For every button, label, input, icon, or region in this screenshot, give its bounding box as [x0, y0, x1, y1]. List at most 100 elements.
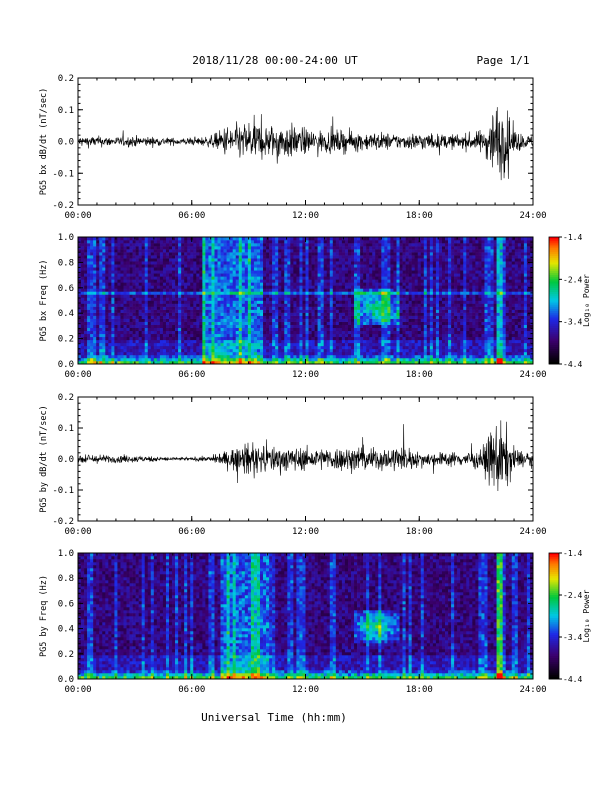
- spectrogram-cell: [375, 294, 379, 298]
- spectrogram-cell: [423, 303, 428, 307]
- spectrogram-cell: [193, 321, 197, 325]
- spectrogram-cell: [223, 285, 227, 289]
- spectrogram-cell: [366, 261, 370, 265]
- spectrogram-cell: [102, 303, 106, 307]
- spectrogram-cell: [193, 270, 197, 274]
- spectrogram-cell: [284, 240, 288, 244]
- spectrogram-cell: [317, 360, 321, 365]
- spectrogram-cell: [266, 309, 270, 313]
- spectrogram-cell: [247, 240, 252, 244]
- spectrogram-cell: [169, 309, 173, 313]
- spectrogram-cell: [384, 300, 388, 304]
- spectrogram-cell: [363, 243, 367, 247]
- spectrogram-cell: [226, 336, 230, 341]
- spectrogram-cell: [263, 357, 267, 362]
- spectrogram-cell: [375, 312, 379, 316]
- spectrogram-cell: [202, 243, 206, 247]
- spectrogram-cell: [375, 252, 379, 256]
- spectrogram-cell: [372, 291, 376, 295]
- spectrogram-cell: [402, 243, 406, 247]
- spectrogram-cell: [141, 249, 146, 253]
- spectrogram-cell: [84, 267, 88, 271]
- spectrogram-cell: [305, 303, 309, 307]
- spectrogram-cell: [369, 246, 373, 250]
- spectrogram-cell: [187, 276, 191, 280]
- spectrogram-cell: [114, 300, 118, 304]
- spectrogram-cell: [156, 345, 161, 350]
- spectrogram-cell: [290, 345, 294, 350]
- spectrogram-cell: [141, 294, 146, 298]
- spectrogram-cell: [241, 300, 246, 304]
- spectrogram-cell: [411, 273, 415, 277]
- spectrogram-cell: [381, 354, 385, 359]
- spectrogram-cell: [372, 288, 376, 292]
- spectrogram-cell: [272, 300, 276, 304]
- spectrogram-cell: [214, 252, 218, 256]
- spectrogram-cell: [414, 240, 419, 244]
- spectrogram-cell: [144, 279, 149, 283]
- spectrogram-cell: [387, 243, 391, 247]
- spectrogram-cell: [405, 306, 409, 310]
- spectrogram-cell: [317, 333, 321, 338]
- spectrogram-cell: [156, 282, 161, 286]
- spectrogram-cell: [105, 255, 109, 259]
- spectrogram-cell: [284, 324, 288, 329]
- spectrogram-cell: [96, 348, 100, 353]
- spectrogram-cell: [357, 258, 361, 262]
- spectrogram-cell: [190, 309, 194, 313]
- spectrogram-cell: [372, 345, 376, 350]
- spectrogram-cell: [423, 342, 428, 347]
- spectrogram-cell: [299, 336, 303, 341]
- spectrogram-cell: [281, 255, 285, 259]
- spectrogram-cell: [256, 312, 261, 316]
- spectrogram-cell: [247, 282, 252, 286]
- spectrogram-cell: [420, 324, 425, 329]
- spectrogram-cell: [351, 291, 355, 295]
- spectrogram-cell: [96, 345, 100, 350]
- spectrogram-cell: [269, 279, 273, 283]
- spectrogram-cell: [287, 261, 291, 265]
- spectrogram-cell: [120, 267, 124, 271]
- spectrogram-cell: [226, 282, 230, 286]
- spectrogram-cell: [153, 273, 158, 277]
- spectrogram-cell: [381, 282, 385, 286]
- spectrogram-cell: [323, 261, 328, 265]
- spectrogram-cell: [78, 282, 82, 286]
- spectrogram-cell: [117, 339, 121, 344]
- spectrogram-cell: [169, 276, 173, 280]
- spectrogram-cell: [266, 306, 270, 310]
- spectrogram-cell: [281, 240, 285, 244]
- spectrogram-cell: [196, 294, 200, 298]
- spectrogram-cell: [165, 333, 170, 338]
- spectrogram-cell: [375, 348, 379, 353]
- spectrogram-cell: [393, 321, 397, 325]
- spectrogram-cell: [181, 273, 185, 277]
- spectrogram-cell: [263, 354, 267, 359]
- spectrogram-cell: [308, 255, 312, 259]
- spectrogram-cell: [402, 297, 406, 301]
- spectrogram-cell: [193, 285, 197, 289]
- spectrogram-cell: [256, 351, 261, 356]
- spectrogram-cell: [220, 333, 224, 338]
- spectrogram-cell: [172, 276, 176, 280]
- spectrogram-cell: [405, 240, 409, 244]
- spectrogram-cell: [93, 360, 97, 365]
- spectrogram-cell: [84, 303, 88, 307]
- spectrogram-cell: [299, 315, 303, 319]
- spectrogram-cell: [360, 294, 364, 298]
- spectrogram-cell: [372, 342, 376, 347]
- dbdt-panel: 00:00 06:00 12:00 18:00 24:00-0.2-0.10.00.10…: [39, 74, 547, 221]
- spectrogram-cell: [320, 279, 324, 283]
- spectrogram-cell: [414, 237, 419, 241]
- page-number: Page 1/1: [477, 54, 530, 67]
- spectrogram-cell: [405, 279, 409, 283]
- spectrogram-cell: [105, 357, 109, 362]
- spectrogram-cell: [90, 252, 94, 256]
- spectrogram-cell: [90, 282, 94, 286]
- spectrogram-cell: [284, 267, 288, 271]
- spectrogram-cell: [178, 264, 182, 268]
- spectrogram-cell: [108, 312, 112, 316]
- spectrogram-cell: [162, 315, 167, 319]
- spectrogram-cell: [344, 282, 349, 286]
- spectrogram-cell: [272, 258, 276, 262]
